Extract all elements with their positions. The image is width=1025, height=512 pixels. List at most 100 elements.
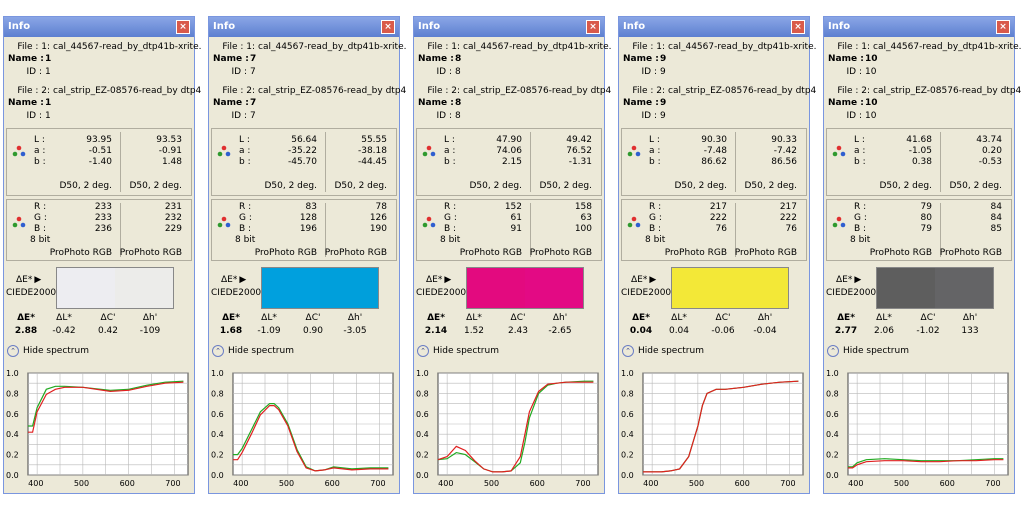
delta-value: 1.68 xyxy=(219,326,243,336)
rgb-values-box xyxy=(621,199,807,261)
color-space-2: ProPhoto RGB xyxy=(939,248,1002,258)
hide-spectrum-label: Hide spectrum xyxy=(638,346,704,356)
y-tick-label: 0.2 xyxy=(416,451,429,460)
x-tick-label: 400 xyxy=(28,479,43,488)
hide-spectrum-toggle[interactable]: ⌃ Hide spectrum xyxy=(622,345,704,357)
lab2-value: 93.53 xyxy=(156,135,182,145)
name1-value: 1 xyxy=(45,54,52,64)
file2-value: cal_strip_EZ-08576-read_by dtp4 xyxy=(463,86,612,96)
y-tick-label: 0.8 xyxy=(416,389,429,398)
lab1-value: 56.64 xyxy=(291,135,317,145)
triangle-right-icon: ▶ xyxy=(239,275,247,285)
spectrum-line-red xyxy=(643,380,799,473)
lab2-value: 86.56 xyxy=(771,157,797,167)
color-triangle-icon xyxy=(217,145,231,157)
delta-header: ΔC' xyxy=(715,313,731,323)
hide-spectrum-label: Hide spectrum xyxy=(228,346,294,356)
delta-e-selector[interactable]: ΔE* ▶ xyxy=(426,275,451,285)
illuminant-2: D50, 2 deg. xyxy=(949,181,1002,191)
delta-value: 2.77 xyxy=(834,326,858,336)
file1-label: File : 1: xyxy=(17,42,50,52)
lab1-value: -45.70 xyxy=(287,157,317,167)
hide-spectrum-toggle[interactable]: ⌃ Hide spectrum xyxy=(7,345,89,357)
name2-value: 10 xyxy=(865,98,878,108)
delta-e-selector[interactable]: ΔE* ▶ xyxy=(836,275,861,285)
delta-e-selector[interactable]: ΔE* ▶ xyxy=(221,275,246,285)
hide-spectrum-toggle[interactable]: ⌃ Hide spectrum xyxy=(417,345,499,357)
illuminant-1: D50, 2 deg. xyxy=(879,181,932,191)
illuminant-1: D50, 2 deg. xyxy=(469,181,522,191)
hide-spectrum-label: Hide spectrum xyxy=(433,346,499,356)
name2-value: 8 xyxy=(455,98,462,108)
id2-value: 8 xyxy=(455,111,461,121)
hide-spectrum-toggle[interactable]: ⌃ Hide spectrum xyxy=(827,345,909,357)
color-space-1: ProPhoto RGB xyxy=(869,248,932,258)
color-triangle-icon xyxy=(832,145,846,157)
delta-e-selector[interactable]: ΔE* ▶ xyxy=(631,275,656,285)
collapse-icon: ⌃ xyxy=(622,345,634,357)
color-space-1: ProPhoto RGB xyxy=(459,248,522,258)
name2-label: Name : xyxy=(418,98,454,108)
rgb-divider xyxy=(940,203,941,257)
delta-header: Δh' xyxy=(347,313,363,323)
lab-divider xyxy=(735,132,736,192)
x-tick-label: 700 xyxy=(165,479,180,488)
delta-header: ΔC' xyxy=(920,313,936,323)
rgb-channel-label: R : xyxy=(649,202,662,212)
name1-value: 8 xyxy=(455,54,462,64)
delta-header: ΔC' xyxy=(510,313,526,323)
spectrum-line-red xyxy=(28,381,184,433)
name2-row: Name :1 xyxy=(8,98,51,108)
illuminant-1: D50, 2 deg. xyxy=(674,181,727,191)
file1-row: File : 1: cal_44567-read_by_dtp41b-xrite. xyxy=(418,42,611,52)
close-button[interactable]: × xyxy=(586,20,600,34)
rgb1-value: 128 xyxy=(299,213,317,223)
rgb2-value: 231 xyxy=(164,202,182,212)
delta-header: ΔE* xyxy=(427,313,445,323)
id2-value: 10 xyxy=(865,111,877,121)
lab-channel-label: a : xyxy=(444,146,456,156)
ciede-label: CIEDE2000 xyxy=(826,288,877,298)
file2-value: cal_strip_EZ-08576-read_by dtp4 xyxy=(668,86,817,96)
delta-value: 2.43 xyxy=(507,326,529,336)
close-button[interactable]: × xyxy=(996,20,1010,34)
y-tick-label: 0.4 xyxy=(6,430,19,439)
swatch-sample-2 xyxy=(730,268,788,308)
info-panel: Info × File : 1: cal_44567-read_by_dtp41b-x… xyxy=(3,16,201,494)
id2-row: ID :8 xyxy=(418,111,461,121)
name2-value: 9 xyxy=(660,98,667,108)
file1-value: cal_44567-read_by_dtp41b-xrite. xyxy=(668,42,817,52)
delta-header: ΔL* xyxy=(56,313,72,323)
bit-depth: 8 bit xyxy=(235,235,256,245)
close-button[interactable]: × xyxy=(381,20,395,34)
lab2-value: 76.52 xyxy=(566,146,592,156)
delta-value: -1.09 xyxy=(257,326,281,336)
y-tick-label: 0.0 xyxy=(621,471,634,480)
file2-row: File : 2: cal_strip_EZ-08576-read_by dtp4 xyxy=(623,86,816,96)
color-swatch xyxy=(261,267,379,309)
spectrum-line-green xyxy=(233,403,389,472)
y-tick-label: 0.0 xyxy=(6,471,19,480)
rgb2-value: 229 xyxy=(164,224,182,234)
lab-divider xyxy=(325,132,326,192)
delta-header: Δh' xyxy=(962,313,978,323)
lab-channel-label: a : xyxy=(34,146,46,156)
lab2-value: -38.18 xyxy=(357,146,387,156)
delta-value: 0.04 xyxy=(629,326,653,336)
lab1-value: 0.38 xyxy=(911,157,932,167)
y-tick-label: 0.4 xyxy=(826,430,839,439)
title-bar: Info × xyxy=(414,17,604,37)
panel-title: Info xyxy=(8,21,31,32)
delta-value: 2.06 xyxy=(873,326,895,336)
rgb1-value: 233 xyxy=(94,213,112,223)
close-button[interactable]: × xyxy=(791,20,805,34)
y-tick-label: 0.6 xyxy=(211,410,224,419)
close-button[interactable]: × xyxy=(176,20,190,34)
hide-spectrum-toggle[interactable]: ⌃ Hide spectrum xyxy=(212,345,294,357)
rgb2-value: 76 xyxy=(785,224,797,234)
rgb-channel-label: B : xyxy=(34,224,47,234)
spectrum-chart: 0.0 0.2 0.4 0.6 0.8 1.0 400 500 600 700 xyxy=(826,369,1009,488)
rgb-divider xyxy=(735,203,736,257)
delta-e-selector[interactable]: ΔE* ▶ xyxy=(16,275,41,285)
swatch-sample-2 xyxy=(320,268,378,308)
